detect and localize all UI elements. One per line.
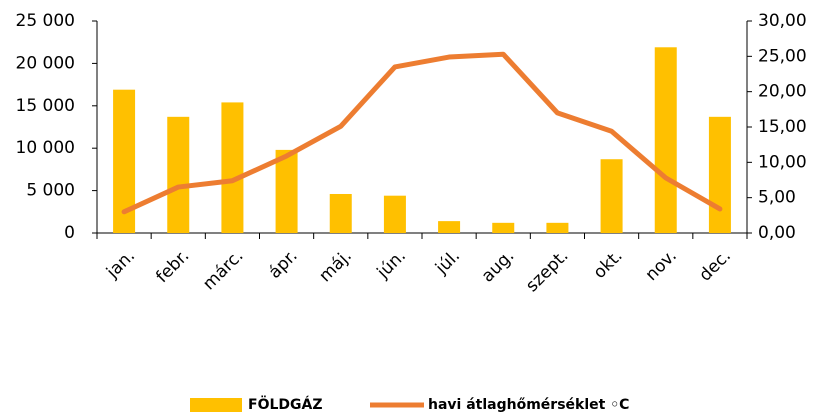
bar — [438, 221, 461, 233]
y2-tick-label: 25,00 — [758, 46, 807, 66]
y2-tick-label: 15,00 — [758, 117, 807, 137]
y-tick-label: 20 000 — [16, 53, 75, 73]
bar — [329, 193, 352, 233]
y-tick-label: 25 000 — [16, 11, 75, 31]
x-tick-label: nov. — [642, 246, 681, 285]
bar — [546, 222, 569, 233]
y2-tick-label: 10,00 — [758, 152, 807, 172]
x-tick-label: júl. — [431, 246, 464, 279]
y2-tick-label: 20,00 — [758, 82, 807, 102]
bar — [221, 102, 244, 234]
x-tick-label: jan. — [102, 246, 139, 283]
y-tick-label: 10 000 — [16, 138, 75, 158]
x-tick-label: aug. — [478, 246, 519, 287]
bar — [654, 47, 677, 234]
x-tick-label: jún. — [373, 246, 410, 283]
bar — [167, 116, 190, 233]
y2-tick-label: 5,00 — [758, 188, 796, 208]
y2-tick-label: 0,00 — [758, 223, 796, 243]
bar — [492, 222, 515, 233]
legend-label: FÖLDGÁZ — [248, 395, 322, 413]
line — [121, 51, 723, 215]
x-tick-label: okt. — [590, 246, 627, 283]
y-tick-label: 5 000 — [26, 181, 75, 201]
bar — [113, 89, 136, 233]
bar — [600, 159, 623, 233]
y-tick-label: 0 — [64, 223, 75, 243]
x-tick-label: márc. — [199, 246, 247, 294]
y2-tick-label: 30,00 — [758, 11, 807, 31]
legend-label: havi átlaghőmérséklet ◦C — [428, 397, 629, 413]
y-tick-label: 15 000 — [16, 96, 75, 116]
x-tick-label: szept. — [522, 246, 572, 296]
legend-swatch — [190, 398, 242, 412]
bar — [383, 195, 406, 233]
x-tick-label: febr. — [152, 246, 193, 287]
bar — [275, 149, 298, 233]
x-tick-label: dec. — [695, 246, 735, 286]
x-tick-label: máj. — [315, 246, 355, 286]
x-tick-label: ápr. — [265, 246, 302, 283]
bar — [708, 116, 731, 233]
